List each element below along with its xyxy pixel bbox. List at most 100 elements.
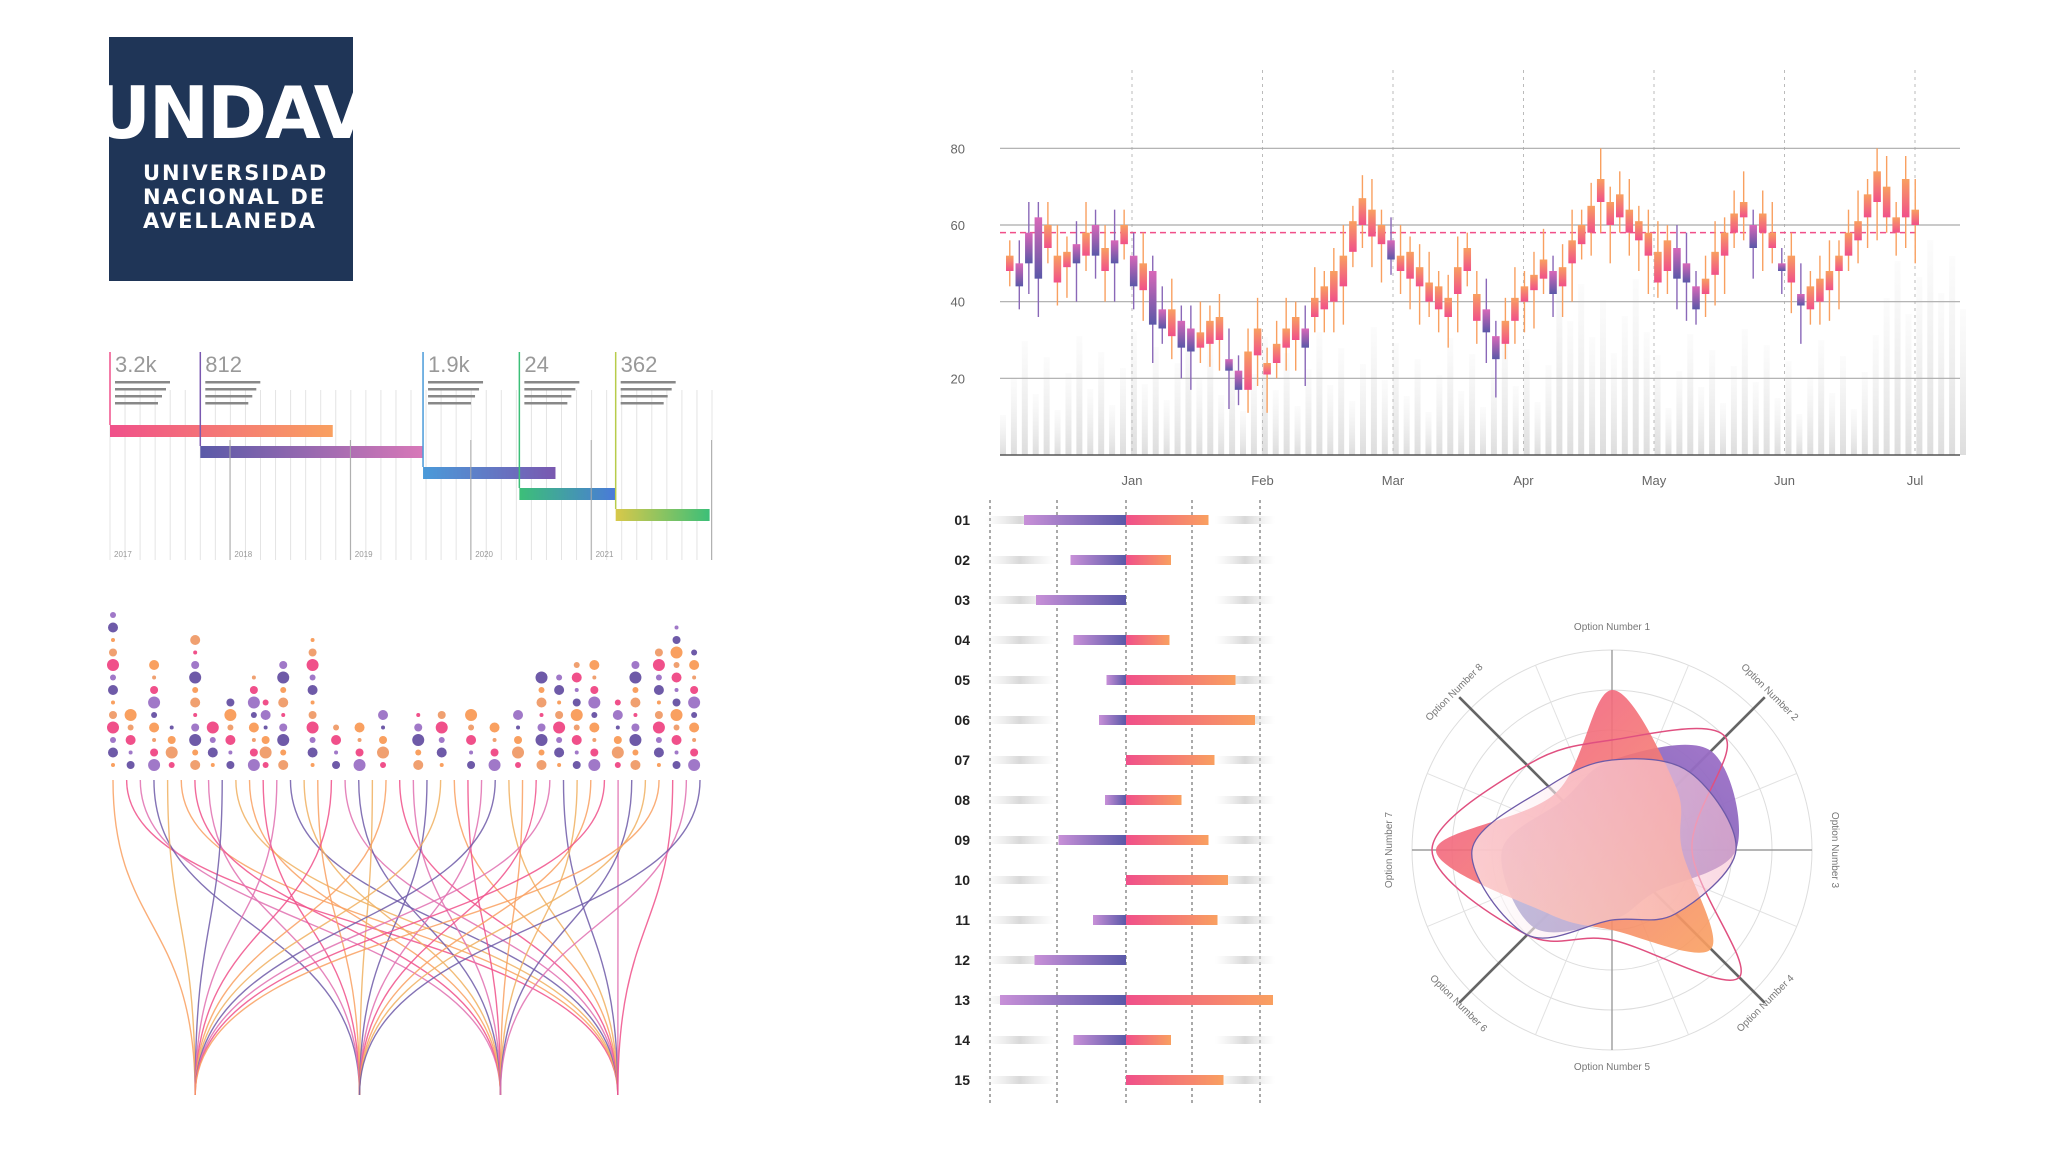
data-dot bbox=[189, 672, 201, 684]
candle-body bbox=[1321, 286, 1329, 309]
volume-bar bbox=[1775, 398, 1781, 455]
data-dot bbox=[629, 734, 641, 746]
data-dot bbox=[358, 738, 362, 742]
data-dot bbox=[612, 747, 624, 759]
data-dot bbox=[193, 713, 197, 717]
data-dot bbox=[588, 759, 600, 771]
volume-bar bbox=[1665, 408, 1671, 455]
data-dot bbox=[110, 737, 116, 743]
data-dot bbox=[311, 763, 315, 767]
data-dot bbox=[573, 699, 581, 707]
candle-body bbox=[1206, 321, 1214, 344]
data-dot bbox=[540, 713, 544, 717]
volume-bar bbox=[1676, 371, 1682, 455]
data-dot bbox=[656, 737, 662, 743]
volume-bar bbox=[1076, 336, 1082, 455]
candle-body bbox=[1473, 294, 1481, 321]
candle-body bbox=[1016, 263, 1024, 286]
data-dot bbox=[166, 747, 178, 759]
data-dot bbox=[691, 712, 697, 718]
volume-bar bbox=[1764, 345, 1770, 455]
volume-bar bbox=[1240, 411, 1246, 455]
data-dot bbox=[354, 759, 366, 771]
candle-body bbox=[1749, 225, 1757, 248]
candle-body bbox=[1216, 317, 1224, 340]
diverging-left-bar bbox=[1035, 955, 1127, 965]
volume-bar bbox=[1218, 395, 1224, 455]
candle-body bbox=[1597, 179, 1605, 202]
volume-bar bbox=[1873, 335, 1879, 455]
diverging-left-bar bbox=[1059, 835, 1127, 845]
candle-body bbox=[1549, 271, 1557, 294]
data-dot bbox=[310, 737, 316, 743]
data-dot bbox=[539, 687, 545, 693]
volume-bar bbox=[1000, 415, 1006, 455]
data-dot bbox=[671, 709, 683, 721]
data-dot bbox=[127, 761, 135, 769]
candle-body bbox=[1483, 309, 1491, 332]
diverging-category-label: 06 bbox=[954, 712, 970, 728]
data-dot bbox=[689, 660, 699, 670]
volume-bar bbox=[1895, 261, 1901, 455]
candle-body bbox=[1035, 217, 1043, 278]
data-dot bbox=[150, 686, 158, 694]
candle-body bbox=[1578, 225, 1586, 244]
candle-y-tick: 20 bbox=[951, 371, 965, 386]
diverging-right-bar bbox=[1126, 995, 1273, 1005]
volume-bar bbox=[1622, 316, 1628, 455]
diverging-right-bar bbox=[1126, 755, 1215, 765]
diverging-category-label: 13 bbox=[954, 992, 970, 1008]
data-dot bbox=[356, 749, 364, 757]
milestone-value: 24 bbox=[524, 352, 548, 377]
diverging-category-label: 07 bbox=[954, 752, 970, 768]
diverging-category-label: 09 bbox=[954, 832, 970, 848]
candle-body bbox=[1082, 233, 1090, 256]
radar-axis-label: Option Number 1 bbox=[1574, 622, 1651, 633]
volume-bar bbox=[1164, 400, 1170, 455]
timeline-bar bbox=[423, 467, 555, 479]
diverging-left-bar bbox=[1071, 555, 1127, 565]
volume-bar bbox=[1120, 368, 1126, 455]
candle-body bbox=[1673, 248, 1681, 279]
row-placeholder-left bbox=[985, 836, 1055, 844]
data-dot bbox=[149, 723, 159, 733]
candle-body bbox=[1911, 210, 1919, 225]
row-placeholder-right bbox=[1215, 636, 1275, 644]
volume-bar bbox=[1851, 409, 1857, 455]
candle-body bbox=[1692, 286, 1700, 309]
row-placeholder-left bbox=[985, 796, 1055, 804]
data-dot bbox=[263, 762, 269, 768]
data-dot bbox=[574, 725, 580, 731]
data-dot bbox=[278, 760, 288, 770]
data-dot bbox=[207, 722, 219, 734]
diverging-right-bar bbox=[1126, 675, 1236, 685]
milestone-placeholder-text bbox=[205, 395, 252, 398]
timeline-tick-label: 2019 bbox=[355, 550, 373, 559]
candle-body bbox=[1530, 275, 1538, 290]
volume-bar bbox=[1305, 369, 1311, 455]
data-dot bbox=[630, 698, 640, 708]
milestone-placeholder-text bbox=[524, 402, 567, 405]
candle-body bbox=[1282, 329, 1290, 348]
diverging-category-label: 08 bbox=[954, 792, 970, 808]
milestone-placeholder-text bbox=[428, 381, 483, 384]
candle-body bbox=[1139, 263, 1147, 290]
data-dot bbox=[110, 675, 116, 681]
data-dot bbox=[333, 725, 339, 731]
data-dot bbox=[279, 724, 287, 732]
data-dot bbox=[108, 748, 118, 758]
data-dot bbox=[414, 724, 422, 732]
candle-body bbox=[1635, 221, 1643, 240]
candle-body bbox=[1654, 252, 1662, 283]
volume-bar bbox=[1360, 364, 1366, 455]
candle-body bbox=[1645, 233, 1653, 256]
candle-body bbox=[1540, 260, 1548, 279]
diverging-right-bar bbox=[1126, 635, 1170, 645]
data-dot bbox=[148, 697, 160, 709]
candle-body bbox=[1340, 256, 1348, 287]
data-dot bbox=[169, 762, 175, 768]
diverging-left-bar bbox=[1107, 675, 1127, 685]
